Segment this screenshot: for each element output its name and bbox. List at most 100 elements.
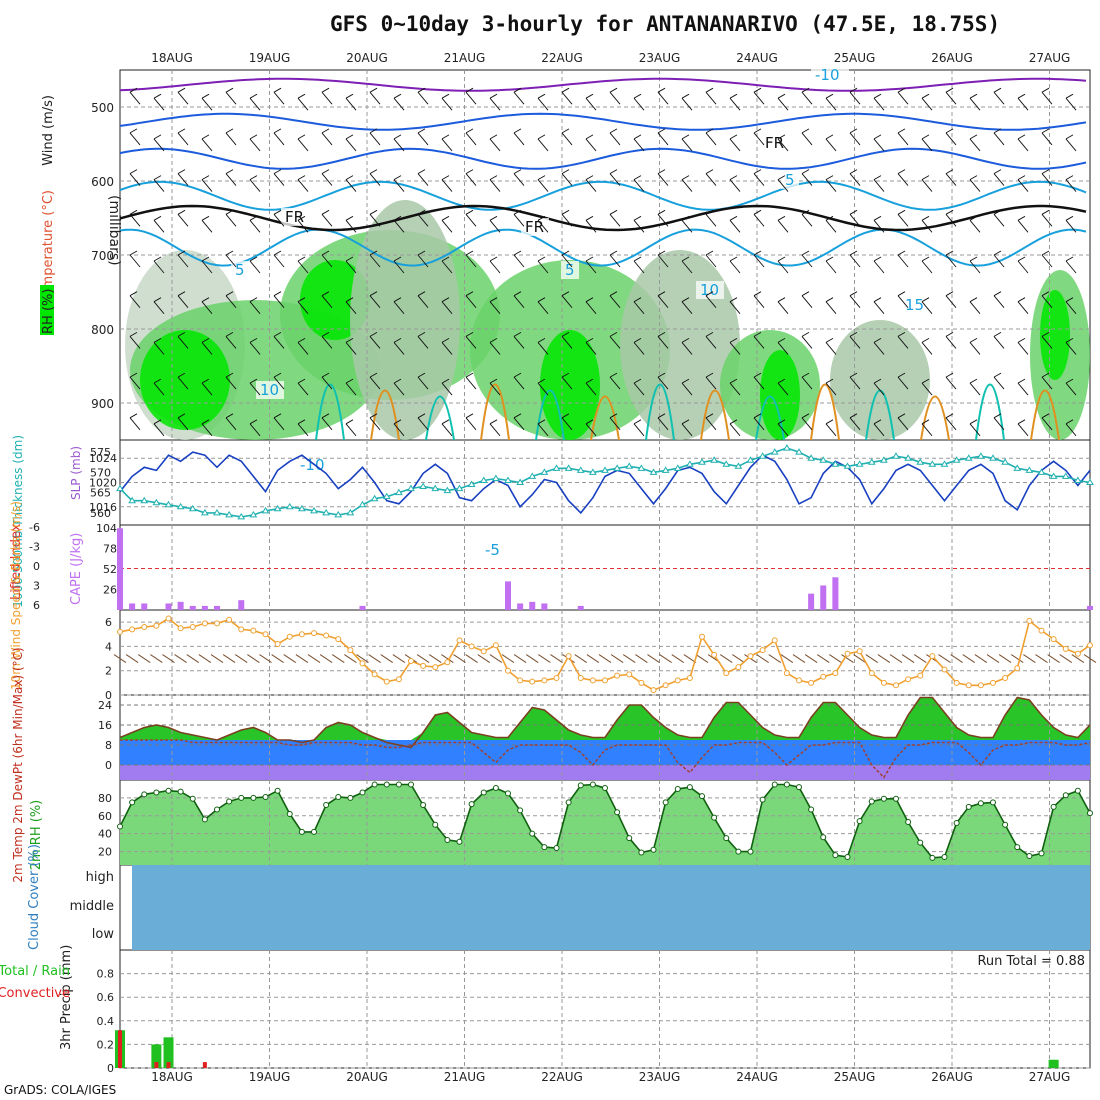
wind-barb-flag-2-14 [465,169,474,174]
wind-barb-0-24 [705,91,717,105]
thickness-line-point-64 [892,452,900,459]
wind-barb-5-9 [345,301,357,314]
wind-barb-flag-2-29 [825,175,834,180]
wind-barb-flag-0-26 [753,87,762,93]
temp-contour-spike-4 [535,389,565,441]
wind-barb-5-20 [609,295,621,308]
wind-barb-flag-0-33 [921,93,930,99]
wind-barb-7-31 [873,382,885,396]
cloud-ytick-middle: middle [70,899,114,914]
wind-barb-8-39 [1065,423,1077,437]
rh2m-line-point-28 [456,838,463,845]
wind-barb-2-1 [153,179,165,192]
contour-label-bg-6 [696,281,724,299]
wind-barb-flag-1-28 [801,128,810,134]
wind-barb-flag-2-18 [561,169,570,174]
wind-barb-flag-6-0 [129,332,138,337]
wind-barb-0-14 [465,91,477,105]
wind-barb-flag-0-13 [441,93,450,99]
wind-barb-5-17 [537,301,549,314]
wind10m-line-point-77 [1050,636,1057,643]
thickness-line-point-8 [213,508,221,516]
wind-barb-5-5 [249,301,261,314]
thickness-line-point-19 [346,508,355,516]
wind-barb-1-23 [681,138,693,152]
wind-barb-1-13 [441,138,453,152]
wind-barb-flag-2-2 [177,169,186,174]
contour-label-bg-10 [281,208,309,226]
wind-barb-flag-6-33 [921,338,930,343]
wind-barb-0-2 [177,91,189,105]
wind-barb-8-5 [249,423,261,437]
rh2m-line-point-23 [395,781,402,788]
wind-barb-4-13 [441,260,453,274]
wind10m-line-point-21 [371,671,378,678]
wind-barb-flag-1-12 [417,128,426,134]
thickness-line-point-73 [1001,458,1010,465]
wind-barb-4-1 [153,260,165,274]
wind-barb-0-35 [969,97,981,111]
wind-barb-flag-7-22 [657,372,666,378]
wind-barb-flag-0-15 [489,93,498,99]
wind-barb-4-26 [753,254,765,268]
wind10m-barb-17 [319,654,333,663]
wind-barb-flag-8-23 [681,419,690,425]
thick-ytick-560: 560 [90,507,111,520]
wind-barb-flag-4-11 [393,256,402,262]
rh2m-line-point-74 [1014,844,1021,851]
wind-barb-6-13 [441,342,453,355]
wind-barb-5-34 [945,295,957,308]
wind-barb-8-11 [393,423,405,437]
wind-barb-flag-1-0 [129,128,138,134]
wind-barb-flag-6-11 [393,338,402,343]
wind-barb-2-30 [849,173,861,186]
contour-label-5: 5 [785,171,795,189]
wind10m-barb-6 [186,654,200,663]
wind10m-barb-10 [234,654,248,663]
wind-barb-5-6 [273,295,285,308]
rh2m-line-point-64 [893,795,899,802]
thickness-line-point-41 [613,464,622,471]
wind-barb-flag-6-22 [657,332,666,337]
wind10m-barb-53 [756,654,769,663]
precip-legend-convective: Convective [0,986,70,1001]
wind-barb-flag-6-27 [777,338,786,343]
wind-barb-0-18 [561,91,573,105]
wind-barb-4-21 [633,260,645,274]
wind-barb-flag-1-33 [921,134,930,140]
wind-barb-1-6 [273,132,285,146]
wind-barb-flag-1-31 [873,134,882,140]
thickness-line-point-75 [1025,466,1034,473]
wind-barb-flag-5-27 [777,297,786,303]
wind-barb-flag-3-5 [249,215,258,221]
wind10m-barb-76 [1035,654,1048,663]
wind-barb-flag-3-20 [609,209,618,215]
wind-barb-7-26 [753,376,765,390]
wind10m-barb-0 [113,654,127,663]
slp-ytick-1020: 1020 [89,477,117,490]
wind-barb-4-17 [537,260,549,274]
wind-barb-flag-3-12 [417,209,426,215]
wind-barb-flag-1-37 [1017,134,1026,140]
wind-barb-flag-6-19 [585,338,594,343]
wind-barb-7-39 [1065,382,1077,396]
wind-barb-8-26 [753,417,765,431]
wind-barb-flag-8-9 [345,419,354,425]
rh2m-line-point-11 [250,794,257,801]
wind-barb-8-18 [561,417,573,431]
wind-barb-flag-1-4 [225,128,234,134]
rh-shade-9 [760,350,800,440]
thickness-line-point-27 [443,486,452,494]
cape-bar-38 [577,605,584,610]
wind-barb-3-20 [609,214,621,227]
wind-barb-flag-1-21 [633,134,642,140]
xtick-bottom-23AUG: 23AUG [639,1070,681,1084]
rh2m-line-point-37 [565,799,572,806]
wind-barb-7-24 [705,376,717,390]
wind-barb-flag-5-35 [969,297,978,303]
rh2m-line-point-31 [492,785,499,792]
wind-barb-2-16 [513,173,525,186]
wind10m-line-point-76 [1038,627,1045,634]
thickness-line-point-35 [540,468,549,475]
panel-frame-li [119,524,1091,611]
